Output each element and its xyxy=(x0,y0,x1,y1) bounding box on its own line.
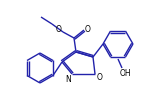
Text: OH: OH xyxy=(119,69,131,78)
Text: O: O xyxy=(97,74,103,83)
Text: N: N xyxy=(65,74,71,83)
Text: O: O xyxy=(56,26,62,35)
Text: O: O xyxy=(85,24,91,33)
